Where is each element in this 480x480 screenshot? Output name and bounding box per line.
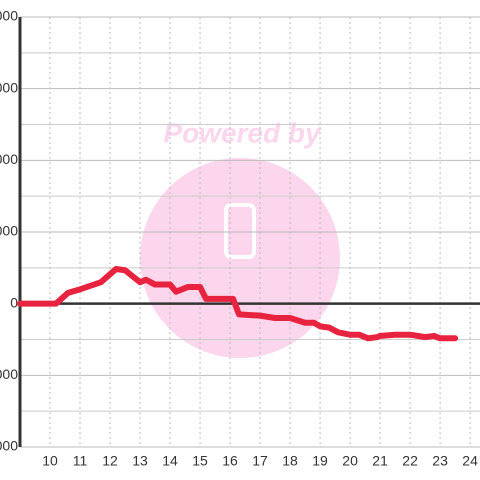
x-tick-label: 12 <box>102 453 118 469</box>
x-tick-label: 19 <box>312 453 328 469</box>
x-tick-label: 21 <box>372 453 388 469</box>
watermark-icon <box>224 203 256 259</box>
x-tick-label: 15 <box>192 453 208 469</box>
x-tick-label: 16 <box>222 453 238 469</box>
x-tick-label: 11 <box>73 453 88 469</box>
y-tick-label: -6,000 <box>0 438 18 454</box>
y-tick-label: 12,000 <box>0 8 18 24</box>
y-tick-label: -3,000 <box>0 366 18 382</box>
x-tick-label: 18 <box>282 453 298 469</box>
x-tick-label: 10 <box>42 453 58 469</box>
data-line <box>17 266 459 342</box>
x-tick-label: 22 <box>402 453 418 469</box>
watermark-text: Powered by <box>163 117 322 148</box>
y-tick-label: 6,000 <box>0 151 18 167</box>
x-tick-label: 17 <box>252 453 268 469</box>
y-tick-label: 3,000 <box>0 223 18 239</box>
x-tick-label: 23 <box>432 453 448 469</box>
x-tick-label: 13 <box>132 453 148 469</box>
y-tick-label: 9,000 <box>0 79 18 95</box>
x-tick-label: 14 <box>162 453 178 469</box>
x-tick-label: 24 <box>462 453 478 469</box>
x-tick-label: 20 <box>342 453 358 469</box>
y-tick-label: 0 <box>10 294 18 310</box>
